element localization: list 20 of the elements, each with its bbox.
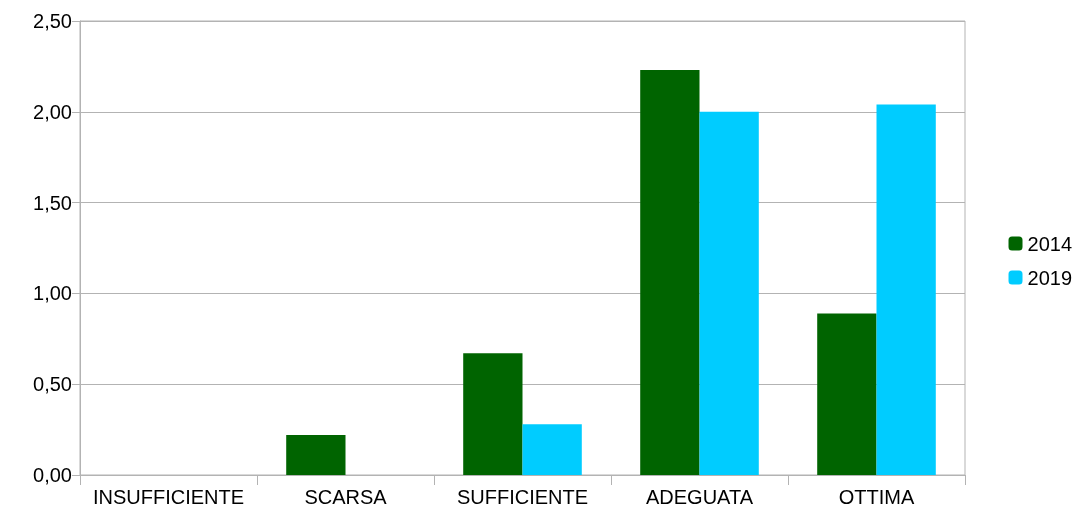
x-tick-label: ADEGUATA <box>645 486 754 508</box>
bar <box>522 424 582 475</box>
y-tick-label: 2,50 <box>33 10 72 32</box>
bar <box>640 70 700 475</box>
y-tick-label: 1,50 <box>33 191 72 214</box>
y-tick-label: 2,00 <box>33 100 72 123</box>
x-tick-label: OTTIMA <box>838 486 915 508</box>
y-tick-label: 0,50 <box>33 373 72 396</box>
bar <box>876 104 936 475</box>
legend-label: 2014 <box>1027 232 1073 255</box>
bar <box>699 111 759 475</box>
y-tick-label: 1,00 <box>33 282 72 305</box>
bar <box>463 353 523 475</box>
y-tick-label: 0,00 <box>33 464 72 486</box>
x-tick-label: SCARSA <box>304 486 388 508</box>
bar <box>817 313 877 475</box>
legend-label: 2019 <box>1027 266 1073 289</box>
bar <box>286 435 346 475</box>
x-tick-label: INSUFFICIENTE <box>92 486 245 508</box>
x-tick-label: SUFFICIENTE <box>456 486 589 508</box>
